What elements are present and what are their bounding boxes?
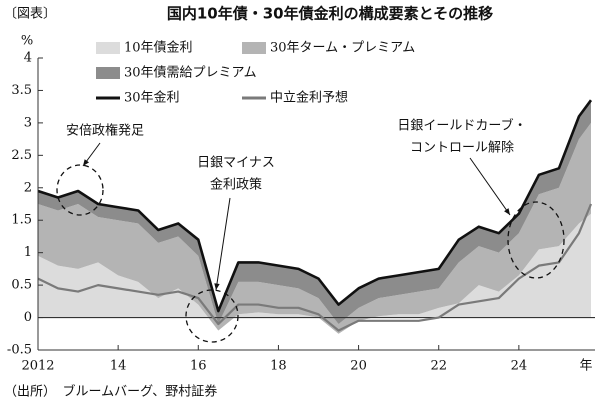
legend-swatch xyxy=(96,42,120,54)
source: （出所） ブルームバーグ、野村証券 xyxy=(4,384,217,400)
legend-label: 30年金利 xyxy=(124,90,180,106)
highlight-circle xyxy=(56,164,104,216)
highlight-circle xyxy=(185,289,239,343)
y-tick-label: 2.5 xyxy=(11,148,32,163)
x-tick-label: 14 xyxy=(110,359,127,374)
x-tick-label: 20 xyxy=(350,359,367,374)
legend-swatch xyxy=(242,42,266,54)
legend-swatch xyxy=(96,67,120,79)
y-tick-label: 3.5 xyxy=(11,83,32,98)
area xyxy=(38,122,591,334)
legend-label: 30年債需給プレミアム xyxy=(124,66,257,81)
legend-label: 30年ターム・プレミアム xyxy=(270,41,415,56)
y-tick-label: 4 xyxy=(24,51,32,66)
legend-label: 中立金利予想 xyxy=(270,90,348,106)
header-label: 〔図表〕 xyxy=(4,7,56,22)
x-tick-label: 16 xyxy=(190,359,207,374)
x-tick-label: 24 xyxy=(511,359,528,374)
y-tick-label: -0.5 xyxy=(7,343,32,358)
line xyxy=(37,99,593,313)
y-tick-label: 1.5 xyxy=(11,213,32,228)
highlight-circle xyxy=(507,201,565,279)
x-tick-label: 2012 xyxy=(21,359,54,374)
x-tick-label: 18 xyxy=(270,359,287,374)
annotation-arrow xyxy=(215,197,231,291)
annotation: 日銀イールドカーブ・ xyxy=(397,118,526,134)
arrow-head xyxy=(214,283,220,290)
annotation-arrow xyxy=(469,157,511,216)
area xyxy=(38,100,591,325)
y-tick-label: 0 xyxy=(24,310,32,325)
annotation: コントロール解除 xyxy=(410,141,514,156)
chart-title: 国内10年債・30年債金利の構成要素とその推移 xyxy=(167,5,493,23)
legend-label: 10年債金利 xyxy=(124,40,193,56)
arrow-head xyxy=(504,208,510,215)
y-tick-label: 3 xyxy=(24,115,32,130)
arrow-head xyxy=(83,159,90,166)
annotation: 日銀マイナス xyxy=(197,156,275,171)
area xyxy=(38,213,591,334)
y-tick-label: 0.5 xyxy=(11,278,32,293)
x-axis-unit: 年 xyxy=(579,359,592,374)
annotation: 金利政策 xyxy=(210,177,262,193)
annotation: 安倍政権発足 xyxy=(66,123,144,139)
y-axis-unit: % xyxy=(21,34,33,49)
y-tick-label: 2 xyxy=(24,180,32,195)
y-tick-label: 1 xyxy=(24,245,32,260)
x-tick-label: 22 xyxy=(430,359,447,374)
line xyxy=(37,203,593,332)
